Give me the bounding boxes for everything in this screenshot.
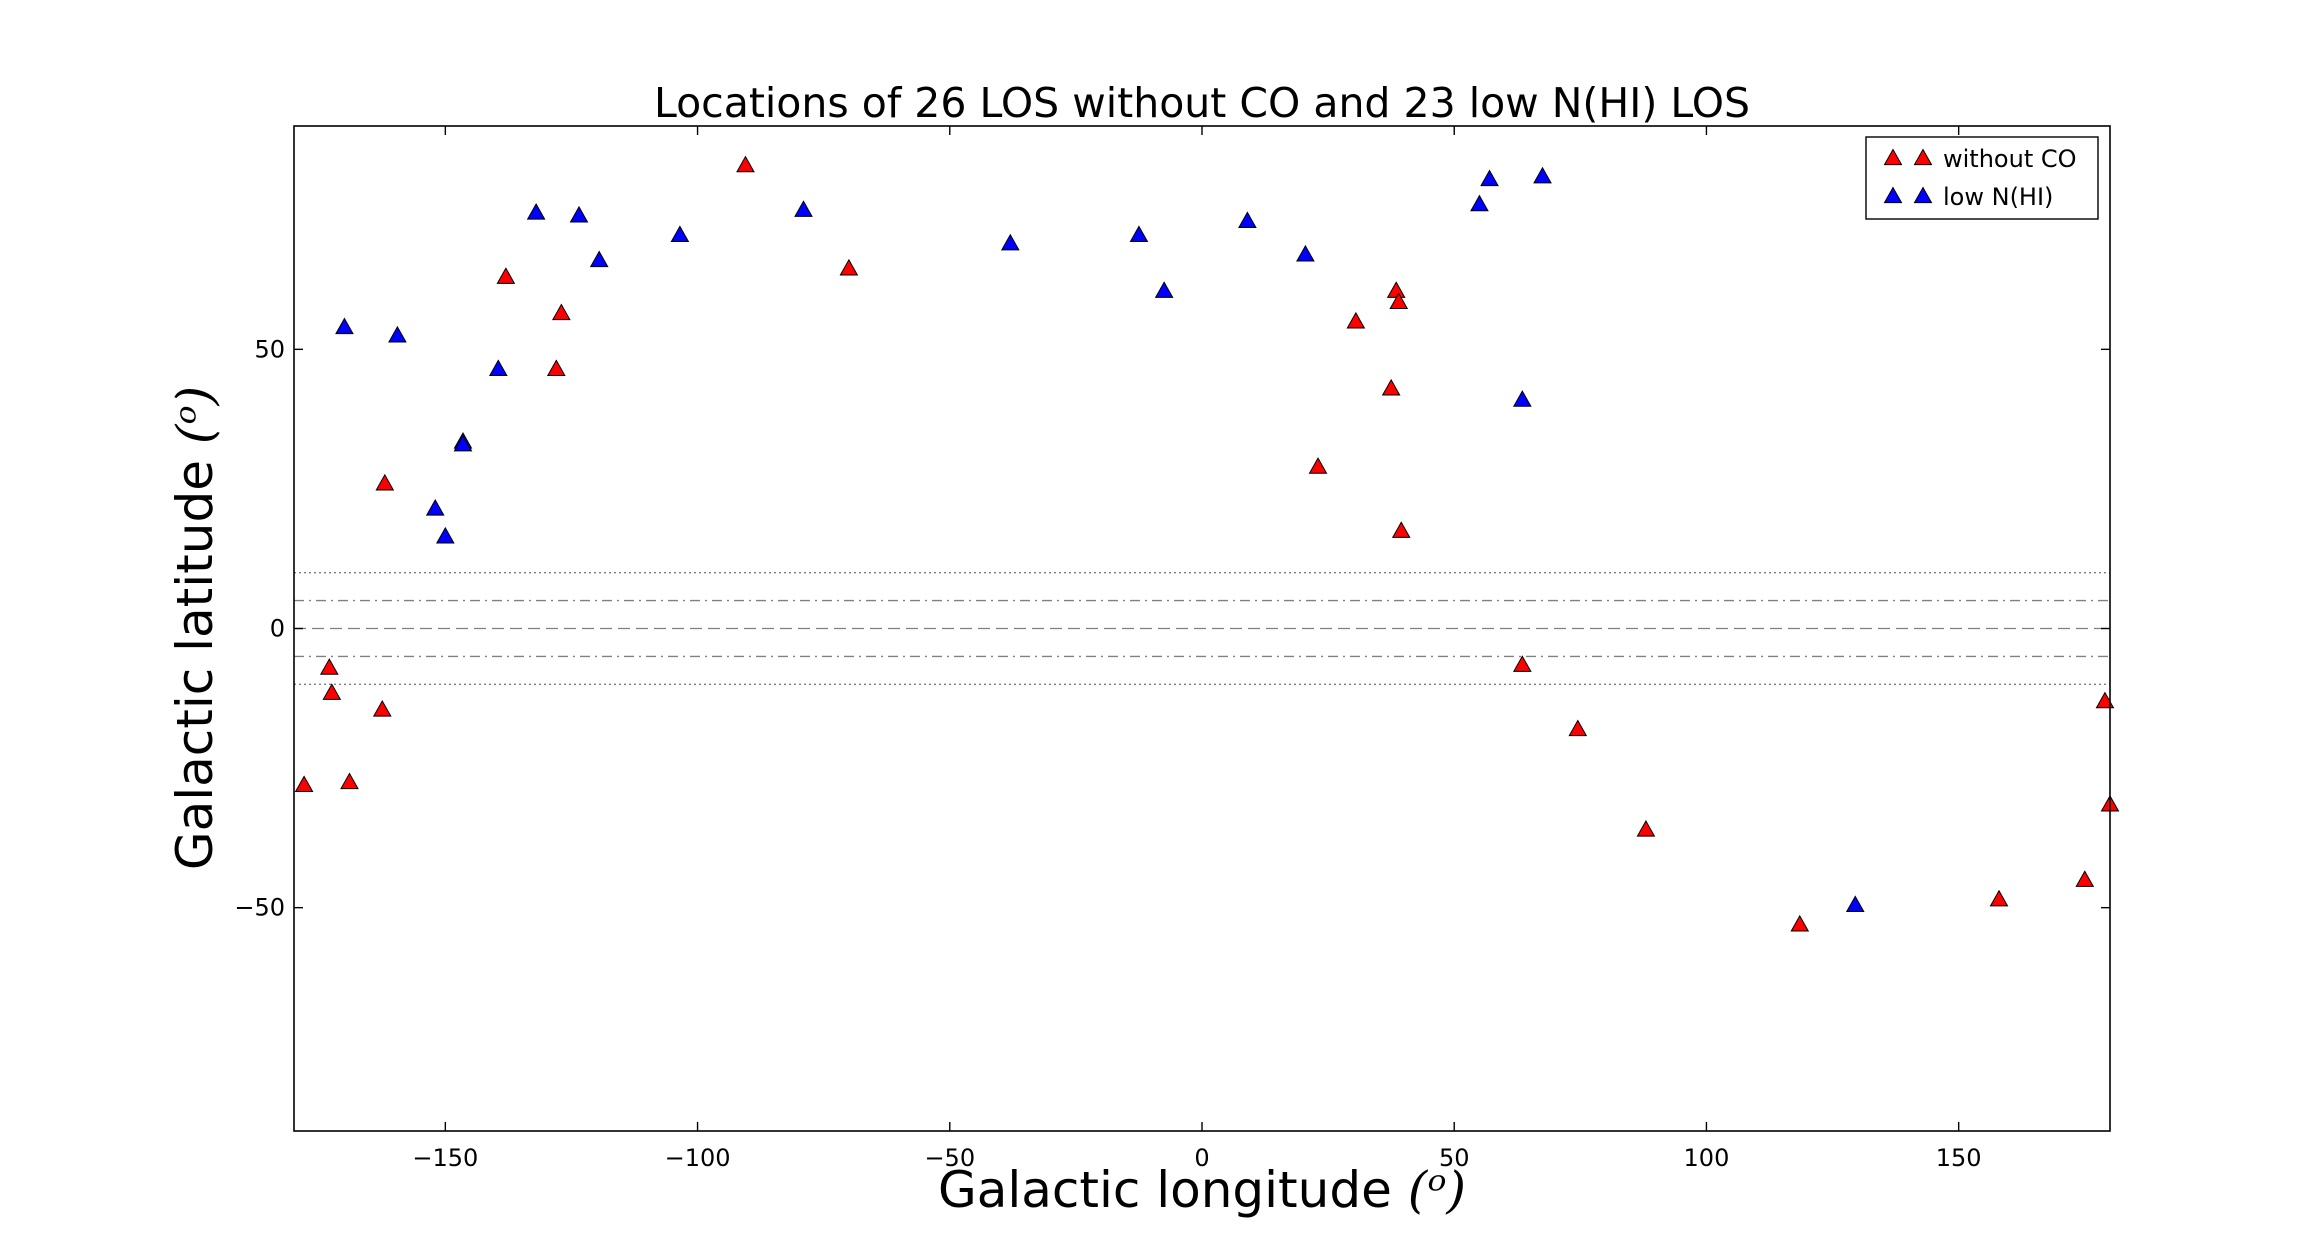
y-axis: 50 0 −50 <box>234 335 2110 922</box>
y-tick-label: −50 <box>234 894 285 922</box>
point-without-co <box>1346 311 1366 329</box>
point-without-co <box>1790 914 1810 932</box>
point-low-nhi <box>388 325 407 343</box>
point-without-co <box>1636 819 1656 837</box>
point-low-nhi <box>335 317 354 335</box>
point-without-co <box>496 267 516 284</box>
legend: without CO low N(HI) <box>1865 136 2099 220</box>
point-without-co <box>1389 292 1409 310</box>
legend-marker-low-nhi <box>1913 186 1933 204</box>
point-low-nhi <box>1533 166 1552 184</box>
x-axis-label-unit: (ᵒ) <box>1408 1161 1466 1219</box>
legend-label-low-nhi: low N(HI) <box>1943 183 2053 211</box>
point-without-co <box>340 772 359 790</box>
x-tick-label: 50 <box>1439 1144 1470 1172</box>
point-without-co <box>1391 521 1411 538</box>
point-without-co <box>2075 870 2095 887</box>
x-tick-label: −50 <box>924 1144 975 1172</box>
point-without-co <box>552 303 571 321</box>
point-low-nhi <box>1129 225 1149 243</box>
legend-marker-without-co <box>1913 148 1933 166</box>
point-low-nhi <box>1845 895 1865 913</box>
point-low-nhi <box>425 498 445 516</box>
x-axis-label-text: Galactic longitude <box>938 1161 1392 1219</box>
x-tick-label: 100 <box>1684 1144 1730 1172</box>
point-low-nhi <box>488 359 508 377</box>
point-low-nhi <box>1470 194 1489 212</box>
point-without-co <box>1381 378 1401 396</box>
point-low-nhi <box>794 200 813 217</box>
legend-marker-without-co <box>1883 148 1903 166</box>
y-axis-label-unit: (ᵒ) <box>166 386 224 444</box>
legend-marker-low-nhi <box>1883 186 1903 204</box>
x-tick-label: −100 <box>665 1144 731 1172</box>
y-axis-label-text: Galactic latitude <box>166 460 224 870</box>
point-without-co <box>839 258 859 276</box>
data-points <box>294 155 2120 932</box>
point-low-nhi <box>589 250 609 268</box>
x-tick-label: 150 <box>1936 1144 1982 1172</box>
point-low-nhi <box>1480 169 1499 187</box>
legend-label-without-co: without CO <box>1943 145 2077 173</box>
point-without-co <box>1568 719 1588 737</box>
point-low-nhi <box>453 434 473 452</box>
point-low-nhi <box>670 225 690 243</box>
x-axis-label: Galactic longitude (ᵒ) <box>938 1161 1466 1219</box>
reference-lines <box>294 572 2110 685</box>
point-without-co <box>322 683 342 700</box>
point-low-nhi <box>569 205 589 223</box>
point-without-co <box>372 699 392 717</box>
point-without-co <box>1989 889 2009 907</box>
point-low-nhi <box>1296 244 1315 262</box>
point-without-co <box>1512 655 1532 672</box>
point-low-nhi <box>526 203 546 220</box>
x-tick-label: 0 <box>1194 1144 1209 1172</box>
point-low-nhi <box>1154 281 1174 298</box>
point-low-nhi <box>1238 211 1257 229</box>
legend-box <box>1865 136 2099 220</box>
x-axis: −150 −100 −50 0 50 100 150 <box>412 126 1982 1172</box>
point-low-nhi <box>1000 233 1020 251</box>
point-without-co <box>1308 457 1328 474</box>
point-low-nhi <box>1512 390 1532 407</box>
point-without-co <box>546 359 566 377</box>
y-tick-label: 50 <box>254 335 285 363</box>
y-axis-label: Galactic latitude (ᵒ) <box>166 386 224 870</box>
point-without-co <box>736 155 755 173</box>
point-low-nhi <box>435 526 455 544</box>
point-without-co <box>294 775 314 792</box>
x-tick-label: −150 <box>412 1144 478 1172</box>
chart-title: Locations of 26 LOS without CO and 23 lo… <box>654 79 1750 127</box>
point-without-co <box>375 473 395 491</box>
point-without-co <box>319 658 339 675</box>
y-tick-label: 0 <box>270 615 285 643</box>
